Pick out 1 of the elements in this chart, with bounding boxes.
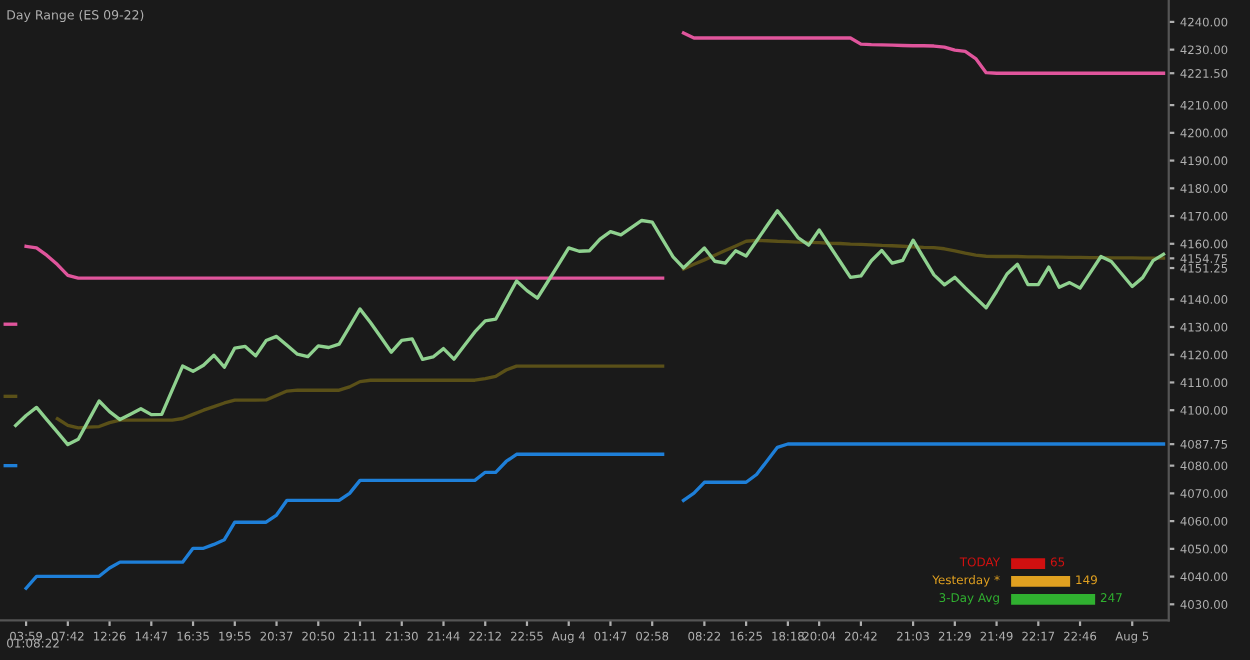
line-series xyxy=(13,209,1166,447)
